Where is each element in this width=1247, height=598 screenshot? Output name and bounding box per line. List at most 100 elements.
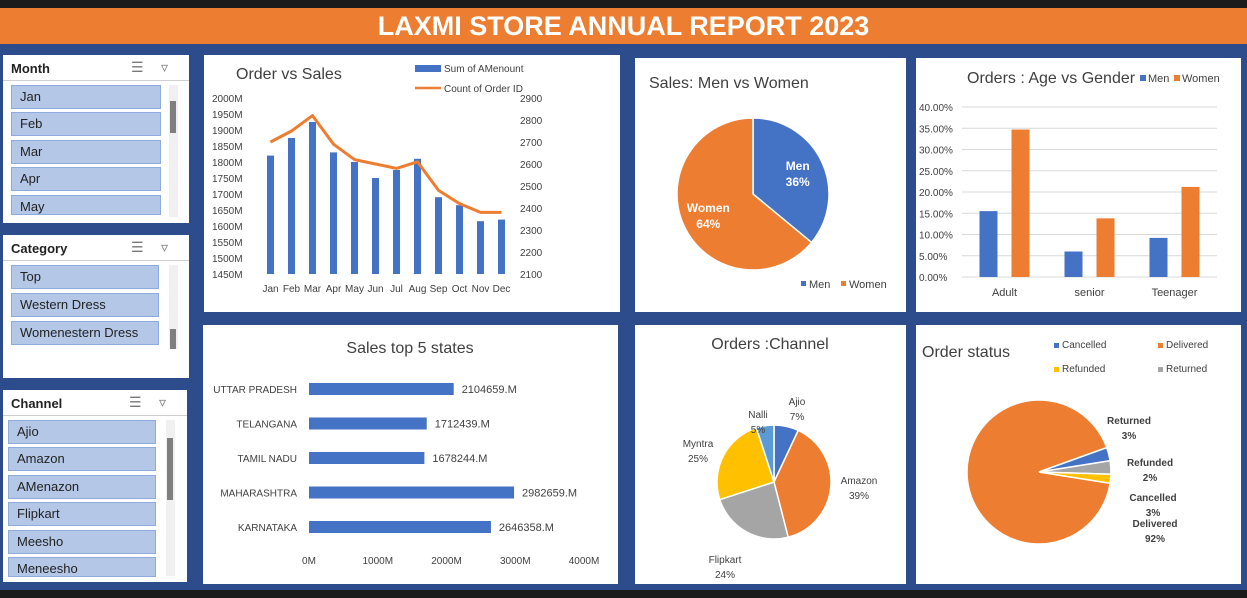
slicer-item[interactable]: Feb — [11, 112, 161, 136]
slicer-title: Month — [11, 61, 50, 76]
slicer-item[interactable]: Amazon — [8, 447, 156, 471]
right-tick-label: 2800 — [520, 116, 543, 127]
chart-order-status: Order status Cancelled Delivered Refunded Re… — [916, 325, 1241, 584]
scrollbar-thumb[interactable] — [170, 101, 176, 133]
bar — [1064, 251, 1083, 277]
slice-label: Nalli — [748, 410, 767, 421]
y-tick-label: 30.00% — [919, 146, 953, 157]
slicer-item[interactable]: Mar — [11, 140, 161, 164]
pie-slice — [752, 117, 830, 244]
slice-label: Ajio — [789, 397, 806, 408]
slicer-item[interactable]: Jan — [11, 85, 161, 109]
slicer-item[interactable]: Flipkart — [8, 502, 156, 526]
chart-title: Order vs Sales — [236, 66, 342, 83]
slicer-item[interactable]: Meneesho — [8, 557, 156, 577]
slice-label: Myntra — [683, 439, 714, 450]
slicer-item[interactable]: Western Dress — [11, 293, 159, 317]
multi-select-icon[interactable]: ☰ — [131, 59, 144, 75]
slicer-item[interactable]: Meesho — [8, 530, 156, 554]
bar — [309, 521, 491, 533]
slicer-item[interactable]: Apr — [11, 167, 161, 191]
right-tick-label: 2500 — [520, 182, 543, 193]
bar — [498, 219, 505, 274]
multi-select-icon[interactable]: ☰ — [129, 394, 142, 410]
y-tick-label: 35.00% — [919, 124, 953, 135]
slicer-item[interactable]: AMenazon — [8, 475, 156, 499]
slicer-item[interactable]: Ajio — [8, 420, 156, 444]
slicer-category[interactable]: Category ☰ ▿ Top Western Dress Womeneste… — [3, 235, 189, 378]
clear-filter-icon[interactable]: ▿ — [161, 59, 169, 75]
legend-swatch-bar — [415, 65, 441, 72]
multi-select-icon[interactable]: ☰ — [131, 239, 144, 255]
x-tick-label: Apr — [326, 284, 342, 295]
right-tick-label: 2700 — [520, 138, 543, 149]
slicer-title: Category — [11, 241, 68, 256]
x-tick-label: senior — [1075, 287, 1105, 299]
chart-orders-channel: Orders :Channel Ajio 7% Amazon 39% Flipkart 24… — [635, 325, 906, 584]
chart-order-vs-sales: Order vs Sales Sum of AMenount Count of Or… — [204, 55, 620, 312]
bar — [309, 417, 427, 430]
bar — [1011, 129, 1030, 277]
slice-value: 5% — [751, 425, 766, 436]
clear-filter-icon[interactable]: ▿ — [161, 239, 169, 255]
order-vs-sales-svg: Order vs Sales Sum of AMenount Count of Or… — [212, 64, 543, 295]
left-tick-label: 1600M — [212, 222, 243, 233]
chart-title: Sales top 5 states — [346, 340, 473, 357]
left-tick-label: 1850M — [212, 142, 243, 153]
legend-swatch — [841, 281, 846, 286]
x-tick-label: Jan — [262, 284, 278, 295]
legend-swatch — [1174, 75, 1180, 81]
scrollbar[interactable] — [169, 85, 178, 217]
slice-label: Refunded — [1127, 458, 1173, 469]
bar — [309, 452, 425, 464]
left-tick-label: 1450M — [212, 270, 243, 281]
pie-slice — [773, 429, 832, 539]
legend-label: Refunded — [1062, 364, 1105, 375]
slicer-channel[interactable]: Channel ☰ ▿ Ajio Amazon AMenazon Flipkar… — [3, 390, 187, 582]
x-tick-label: Aug — [409, 284, 427, 295]
legend-label: Count of Order ID — [444, 84, 523, 95]
x-tick-label: Mar — [304, 284, 322, 295]
x-tick-label: 1000M — [362, 556, 393, 567]
left-tick-label: 1800M — [212, 158, 243, 169]
legend-label: Men — [809, 279, 830, 291]
series-line — [269, 114, 502, 214]
slicer-item[interactable]: Top — [11, 265, 159, 289]
slice-value: 25% — [688, 454, 708, 465]
left-tick-label: 1550M — [212, 238, 243, 249]
chart-sales-men-women: Sales: Men vs Women Men 36% Women 64% Men Wome… — [635, 58, 906, 312]
slice-label: Men — [786, 159, 810, 173]
bar — [309, 122, 316, 274]
slicer-header: Channel ☰ ▿ — [3, 390, 187, 416]
slicer-item[interactable]: May — [11, 195, 161, 215]
clear-filter-icon[interactable]: ▿ — [159, 394, 167, 410]
left-tick-label: 1500M — [212, 254, 243, 265]
bar — [1181, 186, 1200, 277]
y-tick-label: 10.00% — [919, 231, 953, 242]
chart-title: Sales: Men vs Women — [649, 75, 809, 92]
slice-value: 3% — [1122, 431, 1137, 442]
slice-value: 24% — [715, 570, 735, 581]
legend-label: Women — [1182, 73, 1220, 85]
chart-title: Orders : Age vs Gender — [967, 70, 1136, 87]
chart-title: Orders :Channel — [711, 336, 828, 353]
scrollbar-thumb[interactable] — [167, 438, 173, 500]
chart-top5-states: Sales top 5 states UTTAR PRADESH 2104659.M… — [203, 325, 618, 584]
scrollbar[interactable] — [169, 265, 178, 349]
slice-value: 92% — [1145, 534, 1165, 545]
slicer-month[interactable]: Month ☰ ▿ Jan Feb Mar Apr May — [3, 55, 189, 223]
left-tick-label: 1950M — [212, 110, 243, 121]
x-tick-label: Dec — [493, 284, 511, 295]
scrollbar-thumb[interactable] — [170, 329, 176, 349]
bar — [435, 197, 442, 274]
x-tick-label: 4000M — [569, 556, 600, 567]
data-label: 2104659.M — [462, 384, 517, 396]
pie-slice — [716, 426, 775, 501]
slicer-item[interactable]: Womenestern Dress — [11, 321, 159, 345]
y-tick-label: 5.00% — [919, 252, 947, 263]
age-vs-gender-svg: Orders : Age vs Gender Men Women 40.00% 35.0… — [919, 70, 1220, 299]
scrollbar[interactable] — [166, 420, 175, 576]
category-label: TELANGANA — [236, 420, 297, 431]
slice-label: Cancelled — [1129, 493, 1176, 504]
slice-value: 7% — [790, 412, 805, 423]
